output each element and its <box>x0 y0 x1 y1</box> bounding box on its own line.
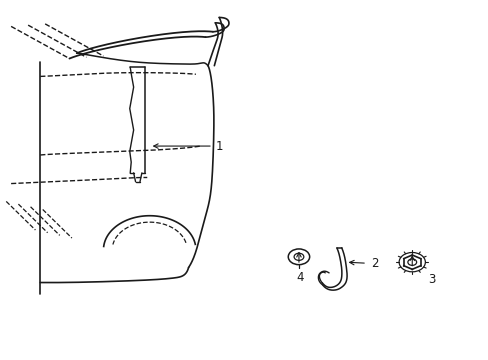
Text: 4: 4 <box>296 271 304 284</box>
Text: 2: 2 <box>370 257 378 270</box>
Text: 3: 3 <box>427 273 434 286</box>
Text: 1: 1 <box>215 140 223 153</box>
